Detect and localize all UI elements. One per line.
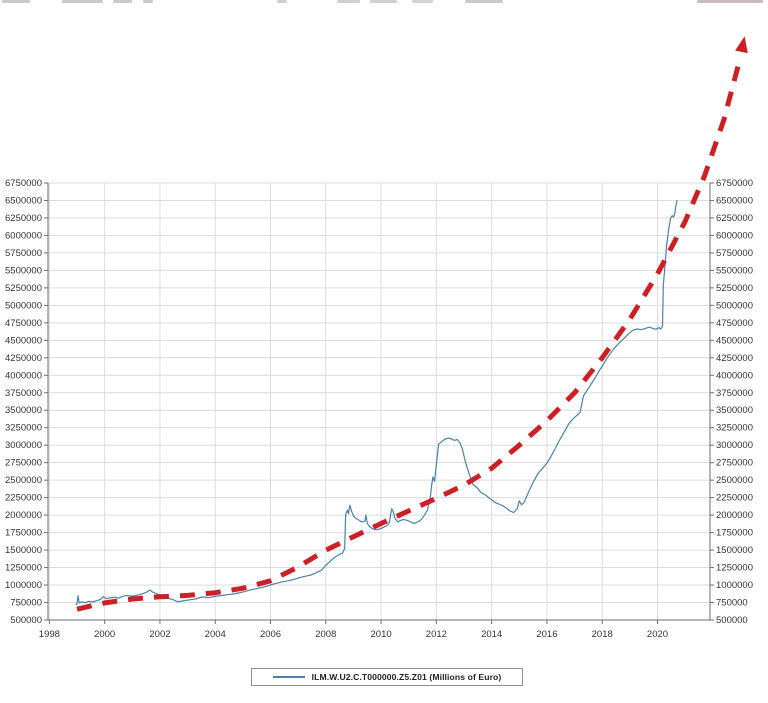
- y-tick-label: 500000: [10, 615, 42, 626]
- y-tick-label: 3500000: [5, 405, 42, 416]
- y-tick-label: 1500000: [5, 545, 42, 556]
- x-tick-label: 2012: [426, 629, 447, 640]
- x-tick-label: 2014: [481, 629, 502, 640]
- y-tick-label: 4250000: [716, 353, 753, 364]
- y-tick-label: 4000000: [5, 370, 42, 381]
- x-tick-label: 2018: [592, 629, 613, 640]
- y-tick-label: 4750000: [716, 318, 753, 329]
- y-tick-label: 500000: [716, 615, 748, 626]
- cropped-text-artifact: [370, 0, 397, 3]
- y-tick-label: 4500000: [716, 335, 753, 346]
- legend-label: ILM.W.U2.C.T000000.Z5.Z01 (Millions of E…: [311, 672, 502, 682]
- y-tick-label: 1000000: [716, 580, 753, 591]
- y-tick-label: 5500000: [5, 265, 42, 276]
- y-tick-label: 750000: [10, 598, 42, 609]
- y-tick-label: 5500000: [716, 265, 753, 276]
- y-tick-label: 2250000: [5, 493, 42, 504]
- y-tick-label: 1250000: [716, 563, 753, 574]
- y-tick-label: 3000000: [5, 440, 42, 451]
- cropped-text-artifact: [337, 0, 360, 3]
- cropped-text-artifact: [2, 0, 30, 3]
- x-tick-label: 2002: [149, 629, 170, 640]
- y-tick-label: 2250000: [716, 493, 753, 504]
- legend-line-sample: [272, 676, 305, 678]
- y-tick-label: 2000000: [716, 510, 753, 521]
- y-tick-label: 6500000: [5, 195, 42, 206]
- y-tick-label: 6000000: [5, 230, 42, 241]
- cropped-text-artifact: [465, 0, 503, 3]
- y-tick-label: 4250000: [5, 353, 42, 364]
- cropped-text-artifact: [412, 0, 433, 3]
- y-tick-label: 6000000: [716, 230, 753, 241]
- y-tick-label: 3250000: [716, 423, 753, 434]
- x-tick-label: 2020: [647, 629, 668, 640]
- y-tick-label: 1750000: [5, 528, 42, 539]
- y-tick-label: 6500000: [716, 195, 753, 206]
- cropped-text-artifact: [697, 0, 763, 3]
- y-tick-label: 5750000: [5, 248, 42, 259]
- y-tick-label: 750000: [716, 598, 748, 609]
- y-tick-label: 4000000: [716, 370, 753, 381]
- cropped-text-artifact: [143, 0, 153, 3]
- y-tick-label: 3500000: [716, 405, 753, 416]
- y-tick-label: 2500000: [716, 475, 753, 486]
- y-tick-label: 2500000: [5, 475, 42, 486]
- y-tick-label: 3750000: [5, 388, 42, 399]
- series-line: [75, 200, 678, 606]
- y-tick-label: 2750000: [716, 458, 753, 469]
- y-tick-label: 2000000: [5, 510, 42, 521]
- y-tick-label: 3000000: [716, 440, 753, 451]
- x-tick-label: 2016: [536, 629, 557, 640]
- cropped-text-artifact: [113, 0, 132, 3]
- y-tick-label: 5750000: [716, 248, 753, 259]
- y-tick-label: 1000000: [5, 580, 42, 591]
- trend-arrowhead-icon: [735, 36, 748, 54]
- y-tick-label: 4500000: [5, 335, 42, 346]
- cropped-text-artifact: [62, 0, 103, 3]
- x-tick-label: 2000: [94, 629, 115, 640]
- x-tick-label: 2006: [260, 629, 281, 640]
- top-artifact-strip: [0, 0, 768, 4]
- y-tick-label: 6250000: [5, 213, 42, 224]
- y-tick-label: 5000000: [716, 300, 753, 311]
- x-tick-label: 2004: [205, 629, 226, 640]
- trend-line: [76, 56, 743, 612]
- y-tick-label: 3250000: [5, 423, 42, 434]
- y-tick-label: 5000000: [5, 300, 42, 311]
- y-tick-label: 3750000: [716, 388, 753, 399]
- y-tick-label: 5250000: [5, 283, 42, 294]
- y-tick-label: 1500000: [716, 545, 753, 556]
- y-tick-label: 1750000: [716, 528, 753, 539]
- x-tick-label: 2008: [315, 629, 336, 640]
- y-tick-label: 6750000: [5, 178, 42, 189]
- y-tick-label: 4750000: [5, 318, 42, 329]
- y-tick-label: 6750000: [716, 178, 753, 189]
- cropped-text-artifact: [277, 0, 287, 3]
- x-tick-label: 1998: [39, 629, 60, 640]
- y-tick-label: 5250000: [716, 283, 753, 294]
- y-tick-label: 1250000: [5, 563, 42, 574]
- y-tick-label: 2750000: [5, 458, 42, 469]
- x-tick-label: 2010: [371, 629, 392, 640]
- legend-box: ILM.W.U2.C.T000000.Z5.Z01 (Millions of E…: [251, 668, 523, 686]
- y-tick-label: 6250000: [716, 213, 753, 224]
